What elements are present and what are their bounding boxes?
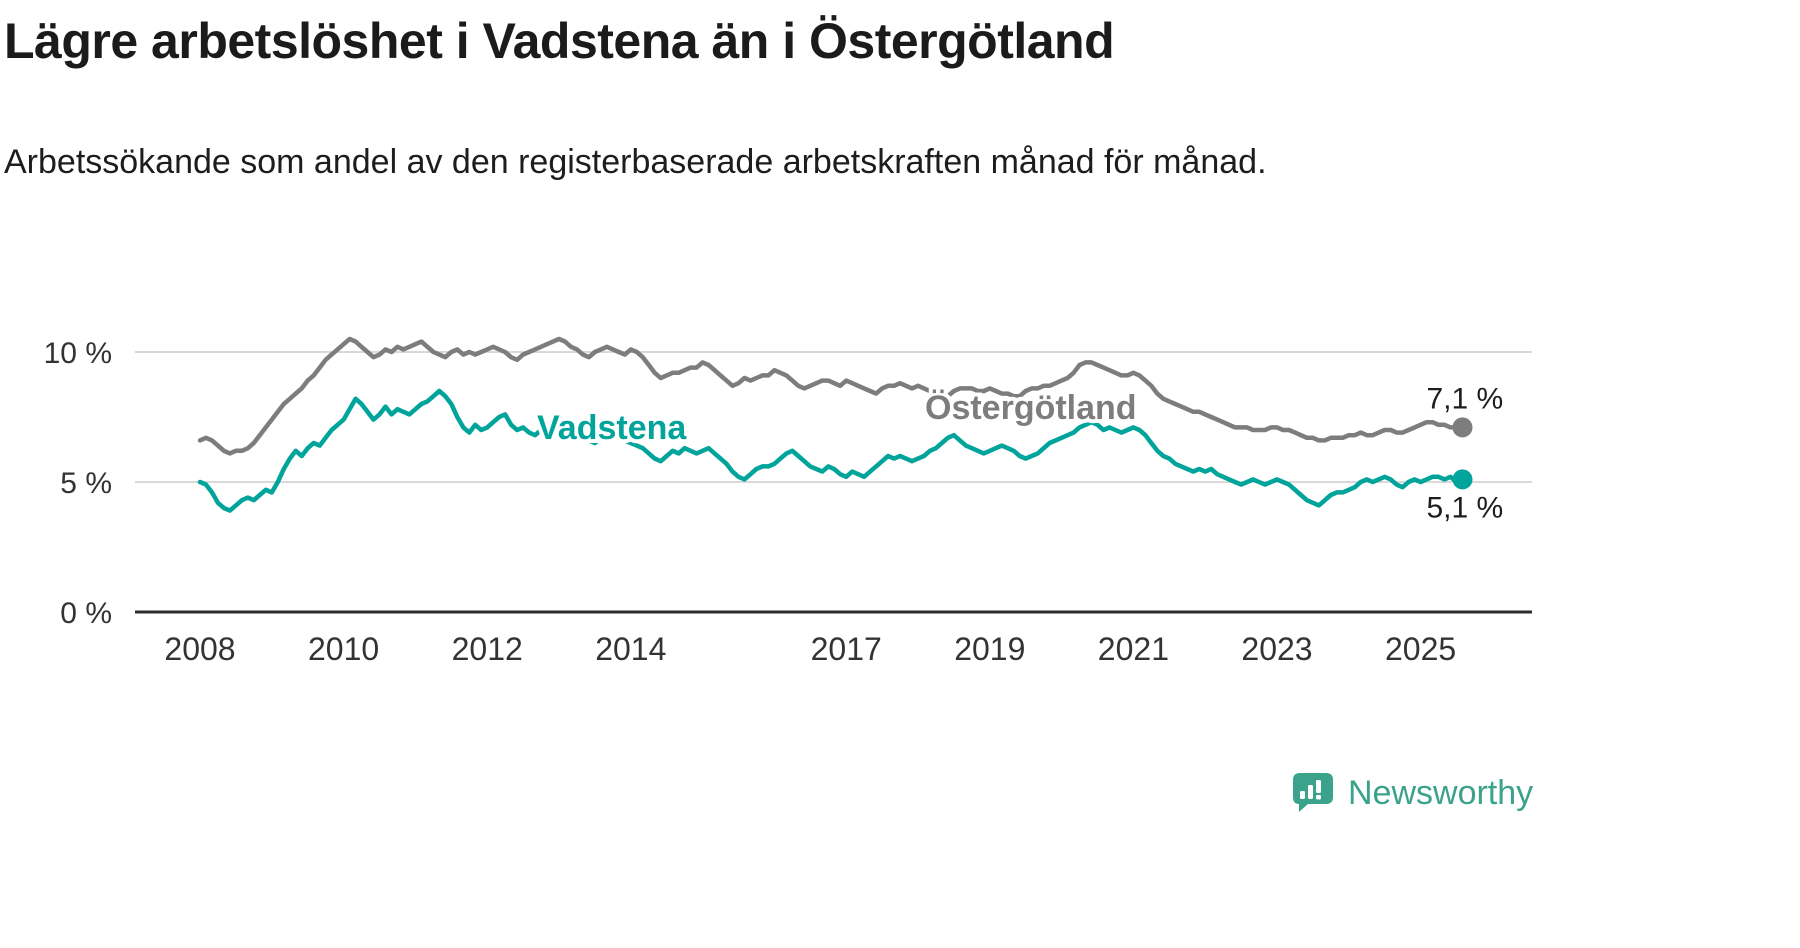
series-end-value-label--sterg-tland: 7,1 % <box>1426 382 1503 415</box>
y-tick-label: 0 % <box>60 597 112 630</box>
x-tick-label: 2023 <box>1241 631 1312 667</box>
series-line-vadstena <box>197 388 1465 513</box>
series-label-vadstena: Vadstena <box>537 409 687 447</box>
series-line--sterg-tland <box>197 336 1465 456</box>
x-tick-label: 2019 <box>954 631 1025 667</box>
series-end-dot--sterg-tland <box>1452 417 1473 438</box>
chart-title: Lägre arbetslöshet i Vadstena än i Öster… <box>4 13 1115 69</box>
series-label--sterg-tland: Östergötland <box>925 389 1137 427</box>
x-tick-label: 2025 <box>1385 631 1456 667</box>
x-tick-label: 2008 <box>164 631 235 667</box>
newsworthy-wordmark: Newsworthy <box>1348 773 1534 812</box>
newsworthy-logo-icon <box>1293 773 1333 812</box>
x-tick-label: 2014 <box>595 631 666 667</box>
x-tick-label: 2012 <box>452 631 523 667</box>
x-tick-label: 2010 <box>308 631 379 667</box>
newsworthy-logo: Newsworthy <box>1290 770 1533 816</box>
chart-subtitle: Arbetssökande som andel av den registerb… <box>4 143 1267 181</box>
series-end-dot-vadstena <box>1452 469 1473 490</box>
x-tick-label: 2017 <box>811 631 882 667</box>
series-end-value-label-vadstena: 5,1 % <box>1426 491 1503 524</box>
y-tick-label: 10 % <box>44 337 112 370</box>
x-tick-label: 2021 <box>1098 631 1169 667</box>
y-tick-label: 5 % <box>60 467 112 500</box>
